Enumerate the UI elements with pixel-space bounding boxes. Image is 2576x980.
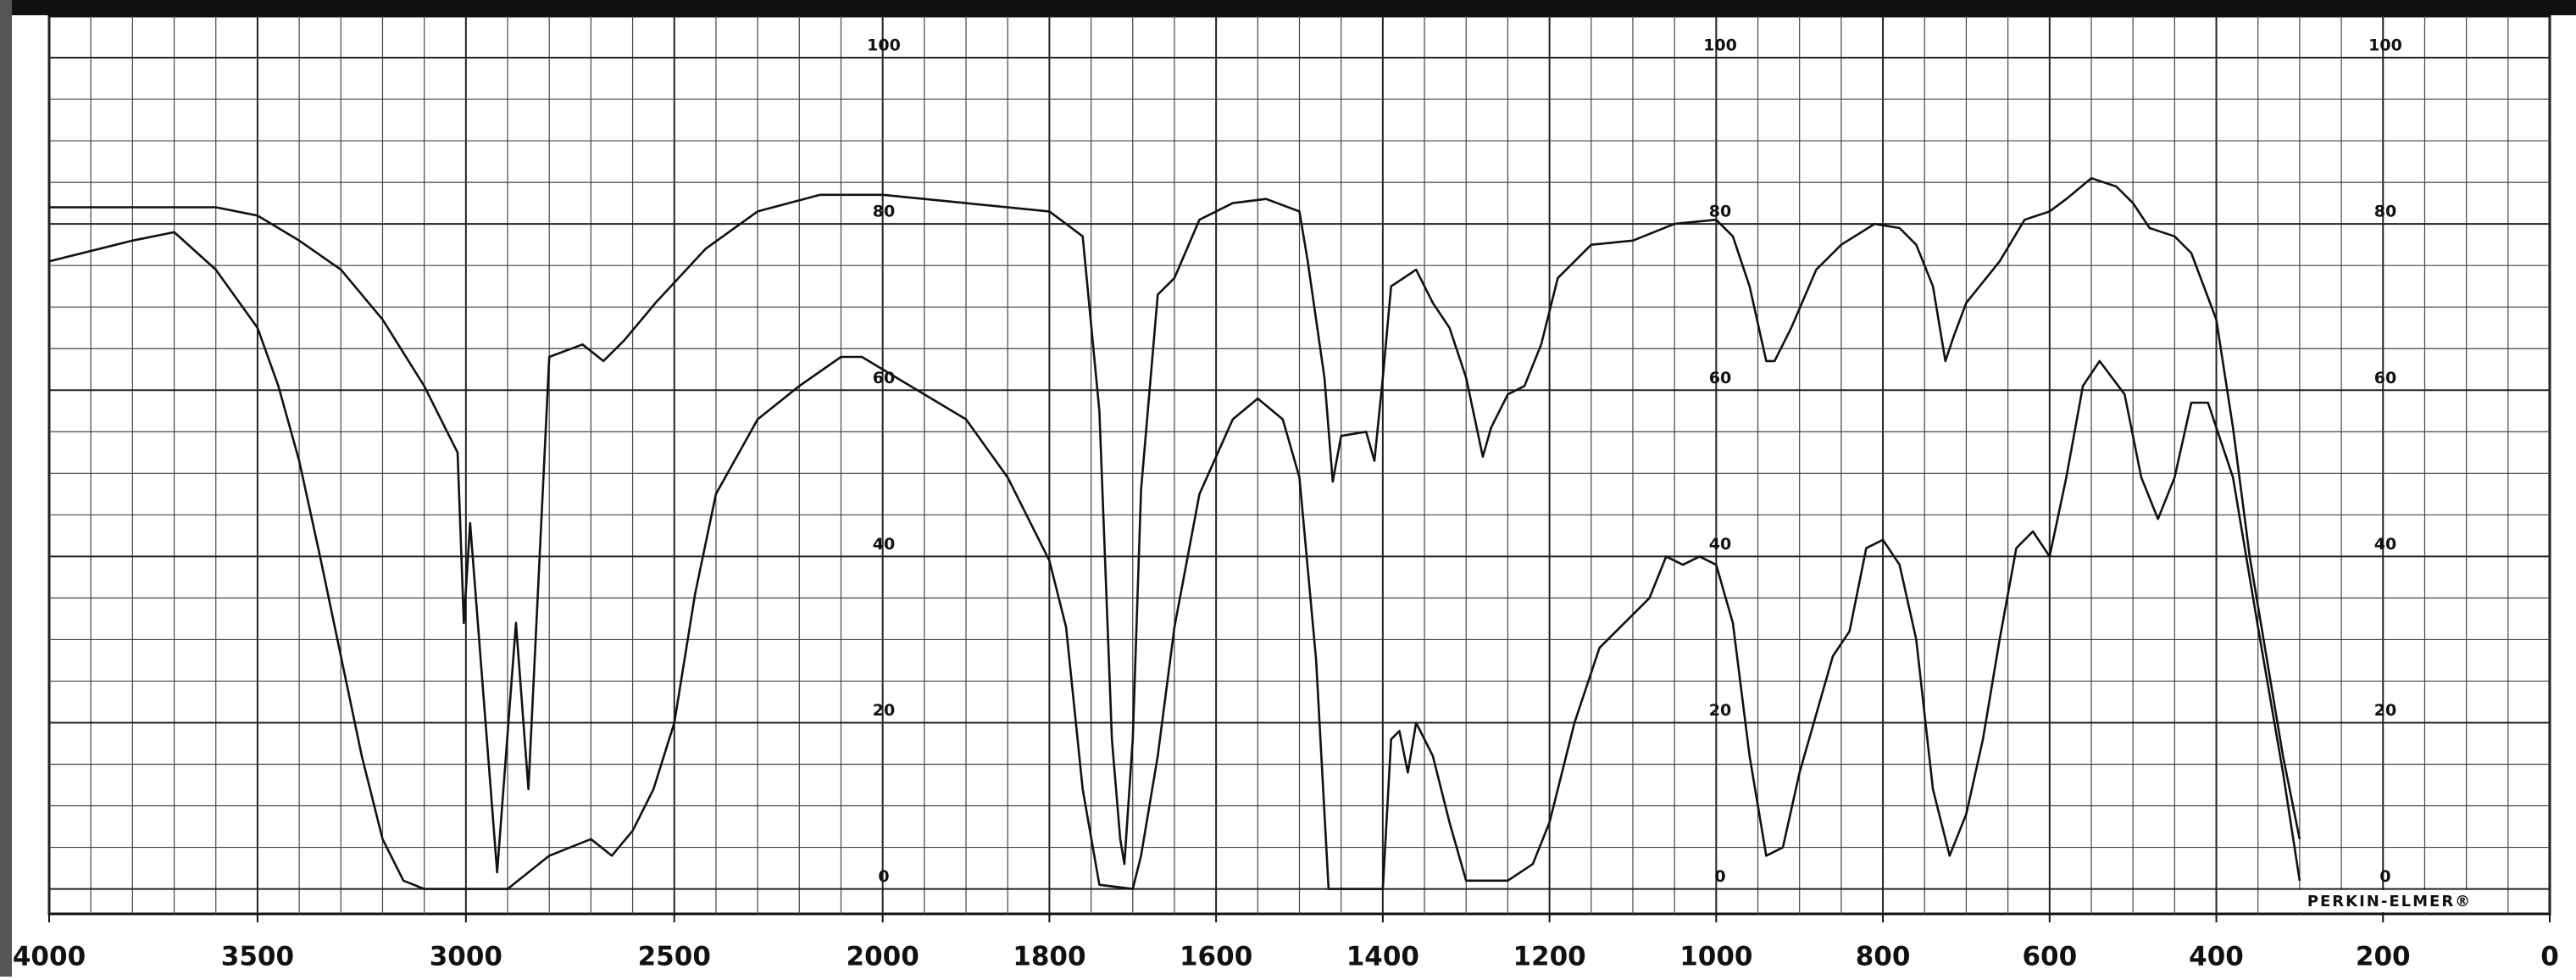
y-tick-label: 40 — [1709, 535, 1731, 554]
y-tick-label: 100 — [1703, 36, 1737, 55]
x-tick-label: 1400 — [1346, 942, 1419, 972]
y-tick-label: 20 — [873, 701, 895, 720]
y-tick-label: 20 — [2374, 701, 2396, 720]
y-tick-label: 100 — [2368, 36, 2402, 55]
x-tick-label: 400 — [2189, 942, 2244, 972]
grid — [47, 14, 2551, 922]
y-tick-label: 0 — [878, 867, 889, 886]
spectrum-line — [49, 176, 2301, 874]
x-tick-label: 2500 — [638, 942, 711, 972]
y-tick-label: 40 — [873, 535, 895, 554]
x-tick-label: 600 — [2022, 942, 2077, 972]
y-tick-label: 40 — [2374, 535, 2396, 554]
y-tick-label: 60 — [1709, 369, 1731, 387]
y-tick-label: 100 — [867, 36, 901, 55]
x-tick-label: 3000 — [430, 942, 502, 972]
y-tick-label: 60 — [873, 369, 895, 387]
x-tick-label: 1000 — [1679, 942, 1752, 972]
left-edge — [0, 0, 12, 977]
x-tick-label: 800 — [1856, 942, 1911, 972]
x-tick-label: 1800 — [1013, 942, 1085, 972]
y-tick-label: 20 — [1709, 701, 1731, 720]
y-tick-label: 80 — [873, 203, 895, 221]
x-tick-label: 200 — [2356, 942, 2411, 972]
y-tick-label: 0 — [1714, 867, 1725, 886]
brand-box — [2288, 890, 2491, 912]
y-tick-label: 0 — [2379, 867, 2390, 886]
brand: PERKIN-ELMER® — [2307, 893, 2472, 910]
y-tick-label: 60 — [2374, 369, 2396, 387]
x-tick-label: 0 — [2540, 942, 2559, 972]
x-tick-label: 3500 — [221, 942, 294, 972]
x-tick-label: 4000 — [13, 942, 86, 972]
x-tick-label: 1600 — [1180, 942, 1252, 972]
y-tick-label: 80 — [1709, 203, 1731, 221]
x-tick-label: 2000 — [847, 942, 919, 972]
x-tick-label: 1200 — [1513, 942, 1585, 972]
curves — [48, 176, 2301, 890]
spectrum-line — [48, 231, 2301, 890]
y-tick-label: 80 — [2374, 203, 2396, 221]
labels: PERKIN-ELMER® 4000 3500 3000 2500 2000 1800 16… — [13, 36, 2559, 972]
top-band — [0, 0, 2576, 15]
